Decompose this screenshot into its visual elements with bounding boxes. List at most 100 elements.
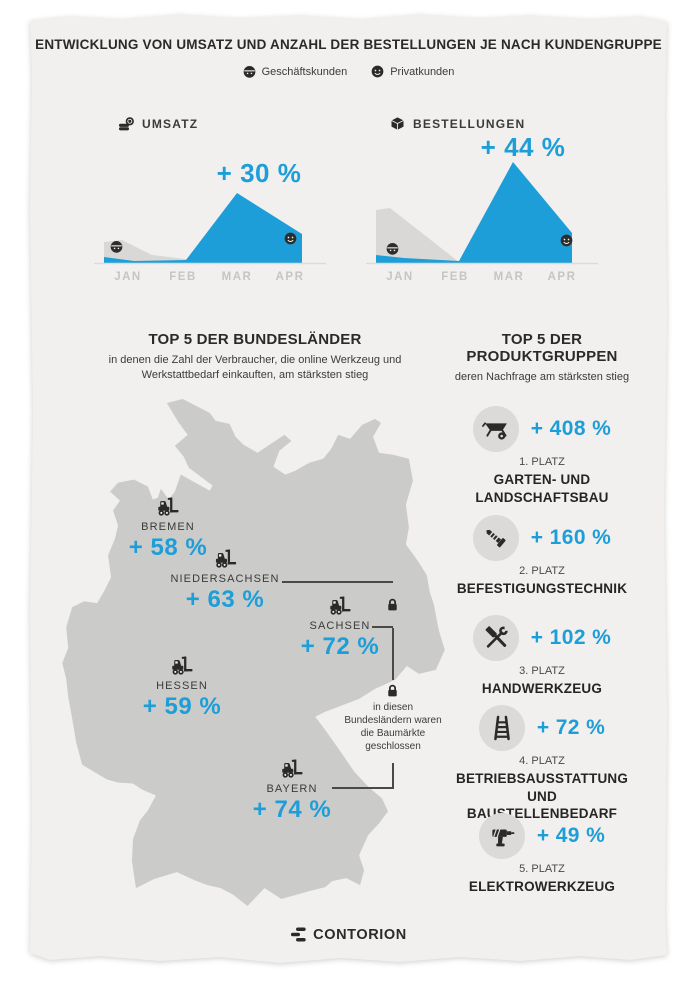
- umsatz-private-marker-face-icon: [284, 232, 297, 245]
- product-icon-circle: [472, 615, 519, 661]
- product-row: + 408 %: [442, 405, 642, 453]
- state-growth-value: + 63 %: [185, 586, 265, 613]
- infographic-paper: ENTWICKLUNG VON UMSATZ UND ANZAHL DER BE…: [30, 13, 667, 963]
- month-label: APR: [275, 271, 305, 283]
- lock-icon: [385, 597, 400, 612]
- month-label: JAN: [114, 271, 142, 283]
- customer-group-legend: Geschäftskunden Privatkunden: [30, 65, 667, 78]
- umsatz-chart-title: UMSATZ: [142, 116, 199, 131]
- month-label: MAR: [493, 271, 525, 283]
- product-rank: 4. PLATZ: [519, 755, 565, 767]
- legend-private: Privatkunden: [371, 65, 454, 78]
- product-growth-value: + 49 %: [536, 824, 606, 847]
- bestellungen-business-marker-helmet-icon: [386, 243, 399, 255]
- umsatz-chart: UMSATZ + 30 % JAN FEB MAR APR: [94, 108, 344, 308]
- product-icon-circle: [472, 406, 519, 452]
- connector-bayern-v: [391, 763, 394, 789]
- product-growth-value: + 160 %: [530, 526, 612, 549]
- umsatz-business-marker-helmet-icon: [110, 241, 123, 253]
- legend-business-label: Geschäftskunden: [261, 65, 348, 78]
- state-name: SACHSEN: [309, 620, 371, 632]
- legend-business: Geschäftskunden: [243, 65, 348, 78]
- bestellungen-chart-title: BESTELLUNGEN: [413, 116, 526, 131]
- state-name: NIEDERSACHSEN: [170, 573, 280, 585]
- produktgruppen-section-header: TOP 5 DER PRODUKTGRUPPEN deren Nachfrage…: [432, 331, 652, 385]
- product-item-5: + 49 % 5. PLATZ ELEKTROWERKZEUG: [442, 812, 642, 896]
- umsatz-area-chart: [94, 193, 326, 265]
- closed-stores-note: in diesen Bundesländern waren die Baumär…: [344, 702, 442, 752]
- month-label: FEB: [169, 271, 197, 283]
- package-icon: [390, 116, 405, 131]
- product-icon-circle: [478, 813, 525, 859]
- bestellungen-growth-value: + 44 %: [480, 132, 566, 162]
- product-rank: 2. PLATZ: [519, 565, 565, 577]
- forklift-icon: [212, 545, 238, 571]
- drill-icon: [488, 822, 516, 850]
- lock-icon: [385, 683, 400, 698]
- product-icon-circle: [478, 705, 525, 751]
- coins-icon: [118, 116, 134, 131]
- state-growth-value: + 59 %: [142, 693, 222, 720]
- month-label: MAR: [221, 271, 253, 283]
- umsatz-growth-value: + 30 %: [216, 158, 302, 188]
- forklift-icon: [327, 592, 353, 618]
- bestellungen-month-axis: JAN FEB MAR APR: [366, 271, 616, 287]
- product-row: + 49 %: [442, 812, 642, 860]
- product-growth-value: + 72 %: [536, 716, 606, 739]
- page-title: ENTWICKLUNG VON UMSATZ UND ANZAHL DER BE…: [35, 37, 662, 52]
- forklift-icon: [169, 652, 195, 678]
- state-name: BAYERN: [266, 783, 318, 795]
- umsatz-business-area: [104, 240, 302, 263]
- bundeslaender-heading: TOP 5 DER BUNDESLÄNDER: [148, 331, 362, 348]
- state-sachsen: SACHSEN + 72 %: [301, 592, 379, 661]
- umsatz-private-area: [104, 193, 302, 263]
- product-item-1: + 408 % 1. PLATZ GARTEN- UND LANDSCHAFTS…: [442, 405, 642, 506]
- bundeslaender-section-header: TOP 5 DER BUNDESLÄNDER in denen die Zahl…: [90, 331, 420, 383]
- connector-sachsen-h: [372, 626, 393, 628]
- product-name: BEFESTIGUNGSTECHNIK: [456, 581, 628, 596]
- product-row: + 72 %: [442, 704, 642, 752]
- state-bayern: BAYERN + 74 %: [253, 755, 331, 824]
- bestellungen-private-marker-face-icon: [560, 234, 573, 247]
- hand-tools-icon: [482, 624, 510, 652]
- product-item-4: + 72 % 4. PLATZ BETRIEBSAUSSTATTUNG UND …: [442, 704, 642, 823]
- private-customer-face-icon: [371, 65, 384, 78]
- product-icon-circle: [472, 515, 519, 561]
- forklift-icon: [279, 755, 305, 781]
- product-name: GARTEN- UND LANDSCHAFTSBAU: [475, 472, 609, 505]
- month-label: FEB: [441, 271, 469, 283]
- state-name: HESSEN: [156, 680, 208, 692]
- state-growth-value: + 72 %: [300, 633, 380, 660]
- state-growth-value: + 58 %: [128, 534, 208, 561]
- product-rank: 1. PLATZ: [519, 456, 565, 468]
- state-growth-value: + 74 %: [252, 796, 332, 823]
- produktgruppen-subheading: deren Nachfrage am stärksten stieg: [454, 371, 630, 383]
- screw-icon: [482, 524, 510, 552]
- product-rank: 3. PLATZ: [519, 665, 565, 677]
- month-label: APR: [547, 271, 577, 283]
- germany-map: [62, 398, 445, 907]
- product-growth-value: + 408 %: [530, 417, 612, 440]
- footer: CONTORION: [30, 926, 667, 943]
- product-item-3: + 102 % 3. PLATZ HANDWERKZEUG: [442, 614, 642, 698]
- contorion-logo-icon: [290, 926, 307, 943]
- bestellungen-area-chart: [366, 162, 598, 265]
- bestellungen-chart-header: BESTELLUNGEN: [390, 116, 525, 131]
- month-label: JAN: [386, 271, 414, 283]
- produktgruppen-heading: TOP 5 DER PRODUKTGRUPPEN: [466, 331, 618, 365]
- bundeslaender-subheading: in denen die Zahl der Verbraucher, die o…: [108, 354, 402, 381]
- wheelbarrow-icon: [482, 415, 510, 443]
- product-row: + 102 %: [442, 614, 642, 662]
- business-customer-helmet-icon: [243, 65, 256, 78]
- bestellungen-chart: BESTELLUNGEN + 44 % JAN FEB MAR APR: [366, 108, 616, 308]
- connector-bayern-h: [332, 787, 393, 789]
- state-niedersachsen: NIEDERSACHSEN + 63 %: [170, 545, 279, 614]
- product-rank: 5. PLATZ: [519, 863, 565, 875]
- state-name: BREMEN: [141, 521, 195, 533]
- product-name: ELEKTROWERKZEUG: [468, 879, 616, 894]
- connector-sachsen-v: [391, 628, 394, 680]
- legend-private-label: Privatkunden: [390, 65, 455, 78]
- brand-name: CONTORION: [313, 926, 407, 943]
- bestellungen-private-area: [376, 162, 572, 263]
- ladder-icon: [488, 714, 516, 742]
